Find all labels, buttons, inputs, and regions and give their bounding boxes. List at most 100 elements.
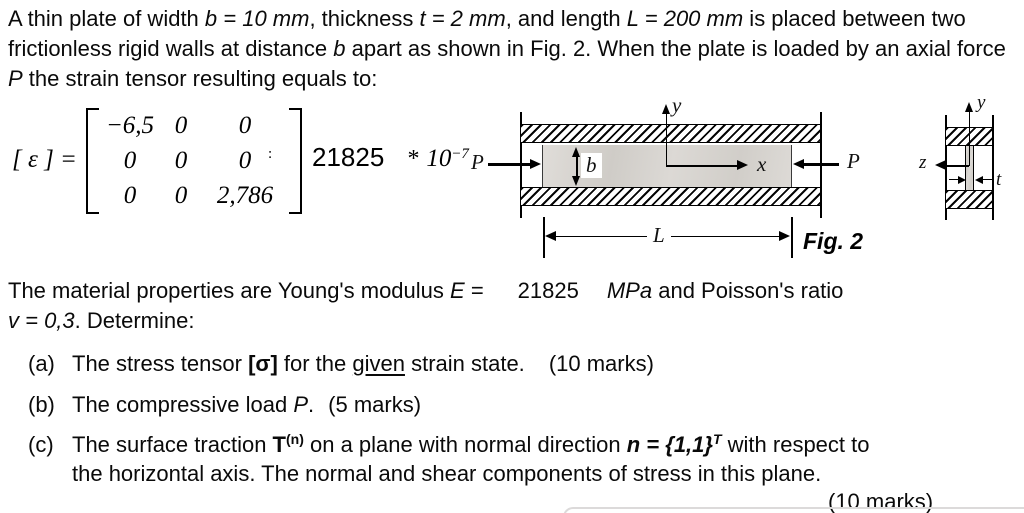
x-axis-line bbox=[666, 165, 738, 167]
var-b: b bbox=[333, 36, 346, 61]
var-L-dim: L = 200 mm bbox=[626, 6, 744, 31]
side-wall-edge-right bbox=[992, 115, 994, 220]
side-y-axis-line bbox=[968, 111, 970, 166]
b-dim-line bbox=[576, 155, 578, 177]
y-axis-arrowhead bbox=[661, 104, 670, 114]
matrix-cell-00: −6,5 bbox=[105, 111, 155, 139]
matrix-right-bracket bbox=[289, 108, 302, 214]
load-p-right-shaft bbox=[803, 163, 839, 166]
b-dim-label: b bbox=[581, 153, 602, 178]
load-p-right-arrowhead bbox=[792, 159, 804, 169]
var-b-dim: b = 10 mm bbox=[204, 6, 310, 31]
traction-symbol: T bbox=[272, 432, 286, 457]
stress-tensor-symbol: [σ] bbox=[248, 351, 278, 376]
question-c-marks: (10 marks) bbox=[828, 489, 934, 513]
t-dim-left-shaft bbox=[949, 178, 959, 180]
matrix-cell-22: 2,786 bbox=[216, 182, 274, 210]
b-dim-arrow-up bbox=[572, 147, 580, 157]
question-b-text: . bbox=[308, 392, 315, 417]
figure-side-view: y z t bbox=[916, 92, 1024, 224]
plate-cross-section bbox=[965, 146, 974, 190]
side-y-axis-arrowhead bbox=[964, 102, 973, 112]
load-p-right-label: P bbox=[847, 149, 860, 173]
side-bottom-wall-hatched bbox=[945, 190, 993, 209]
multiplier-exponent: −7 bbox=[451, 145, 469, 162]
material-text: The material properties are Young's modu… bbox=[8, 278, 451, 303]
matrix-cell-10: 0 bbox=[123, 146, 137, 174]
material-text: = bbox=[464, 278, 484, 303]
question-c-line2: the horizontal axis. The normal and shea… bbox=[72, 461, 822, 486]
var-P-load: P bbox=[293, 392, 309, 417]
l-dim-arrow-left bbox=[545, 230, 556, 241]
multiplier-base: 10 bbox=[426, 145, 452, 172]
question-c-text: with respect to bbox=[721, 432, 870, 457]
unit-mpa: MPa bbox=[606, 278, 653, 303]
question-a-text: The stress tensor bbox=[72, 351, 249, 376]
material-properties-line2: v = 0,3. Determine: bbox=[8, 306, 194, 336]
y-axis-line bbox=[665, 113, 667, 166]
question-b-text: The compressive load bbox=[72, 392, 294, 417]
given-underlined: given bbox=[352, 351, 405, 376]
question-c-text: The surface traction bbox=[72, 432, 273, 457]
question-c-text: on a plane with normal direction bbox=[303, 432, 627, 457]
intro-text: apart as shown in Fig. 2. When the plate… bbox=[345, 36, 1006, 61]
var-t-dim: t = 2 mm bbox=[419, 6, 506, 31]
material-text: and Poisson's ratio bbox=[652, 278, 844, 303]
figure-caption: Fig. 2 bbox=[803, 228, 864, 254]
top-wall-hatched bbox=[520, 124, 821, 143]
load-p-left-arrowhead bbox=[530, 159, 541, 169]
youngs-modulus-value: 21825 bbox=[517, 278, 579, 303]
intro-text: the strain tensor resulting equals to: bbox=[22, 66, 378, 91]
matrix-cell-20: 0 bbox=[123, 182, 137, 210]
matrix-cell-11: 0 bbox=[174, 146, 188, 174]
y-axis-label: y bbox=[672, 93, 682, 117]
traction-superscript: (n) bbox=[286, 431, 304, 448]
z-axis-line bbox=[944, 165, 969, 167]
var-E: E bbox=[450, 278, 465, 303]
t-dim-left-arrowhead bbox=[958, 175, 966, 184]
x-axis-arrowhead bbox=[737, 160, 748, 170]
intro-text: , and length bbox=[505, 6, 627, 31]
question-b-marks: (5 marks) bbox=[328, 392, 422, 417]
question-b-marker: (b) bbox=[28, 392, 55, 417]
side-y-axis-label: y bbox=[977, 92, 986, 113]
material-properties-line1: The material properties are Young's modu… bbox=[8, 276, 1020, 306]
normal-vector: n = {1,1} bbox=[626, 432, 713, 457]
question-a-text: for the bbox=[277, 351, 353, 376]
strain-multiplier: 21825 * 10−7 bbox=[312, 142, 469, 173]
var-P: P bbox=[8, 66, 23, 91]
l-dim-arrow-right bbox=[779, 230, 790, 241]
matrix-left-bracket bbox=[86, 108, 99, 214]
l-dim-tick-left bbox=[543, 217, 545, 258]
strain-matrix: −6,5 0 0 0 0 0 0 0 2,786 bbox=[86, 108, 302, 214]
x-axis-label: x bbox=[757, 152, 767, 176]
z-axis-arrowhead bbox=[935, 160, 946, 170]
question-c-marker: (c) bbox=[28, 432, 54, 457]
b-dim-arrow-down bbox=[572, 176, 580, 186]
load-p-left-shaft bbox=[488, 163, 531, 166]
question-c-line1: (c) The surface traction T(n) on a plane… bbox=[0, 430, 1024, 462]
bottom-wall-hatched bbox=[520, 187, 821, 206]
matrix-cell-21: 0 bbox=[174, 182, 188, 210]
answer-box-edge bbox=[563, 507, 1024, 513]
intro-text: is placed between two frictionless rigid… bbox=[8, 6, 966, 61]
load-p-left-label: P bbox=[471, 150, 484, 174]
transpose-superscript: T bbox=[712, 431, 722, 448]
t-dim-right-shaft bbox=[982, 178, 992, 180]
l-dim-tick-right bbox=[791, 217, 793, 258]
strain-tensor-lhs: [ ε ] = bbox=[12, 146, 77, 173]
t-dim-right-arrowhead bbox=[975, 175, 983, 184]
poissons-ratio-value: v = 0,3 bbox=[8, 308, 75, 333]
z-axis-label: z bbox=[919, 152, 927, 173]
material-text: . Determine: bbox=[74, 308, 195, 333]
t-dim-label: t bbox=[996, 169, 1002, 190]
intro-paragraph: A thin plate of width b = 10 mm, thickne… bbox=[8, 4, 1020, 94]
figure-main: y x P P b L Fig. 2 bbox=[470, 92, 882, 267]
matrix-colon: : bbox=[268, 146, 273, 162]
matrix-cell-12: 0 bbox=[238, 146, 252, 174]
matrix-cell-01: 0 bbox=[174, 111, 188, 139]
l-dim-label: L bbox=[647, 223, 671, 248]
question-a: (a) The stress tensor [σ] for the given … bbox=[0, 349, 1024, 379]
intro-text: , thickness bbox=[309, 6, 420, 31]
